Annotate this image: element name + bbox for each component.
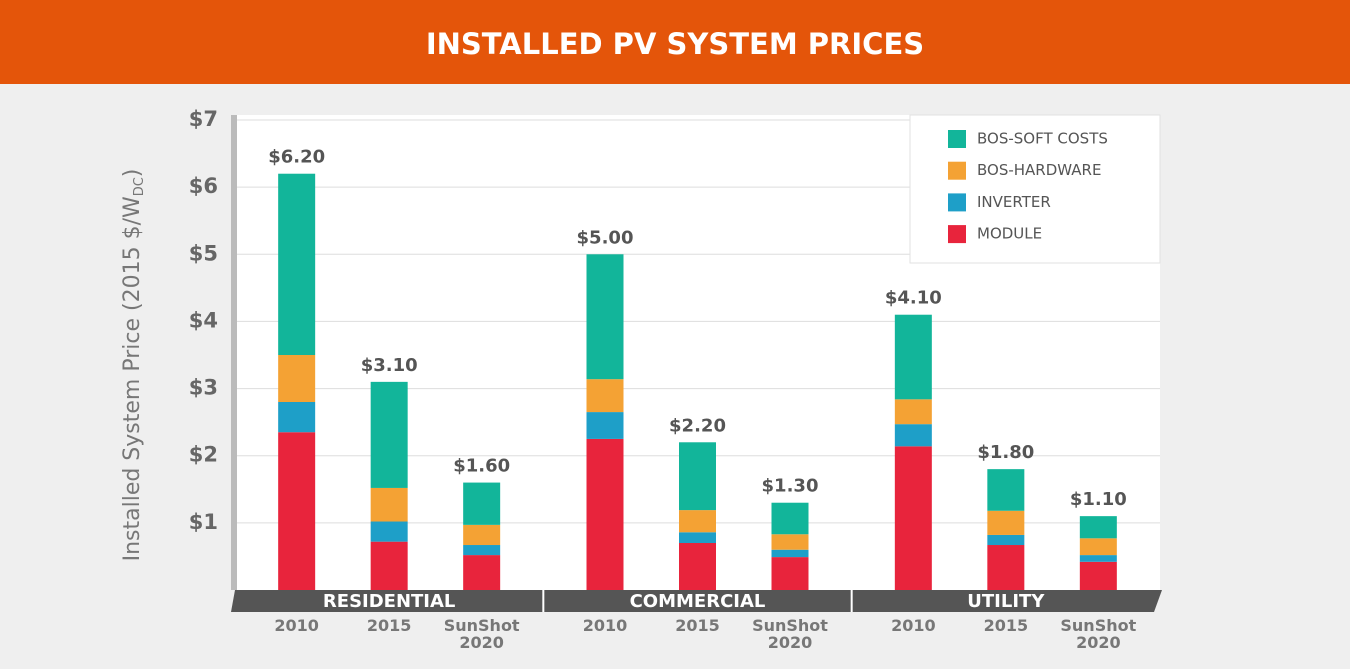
x-tick-label: 2010	[274, 616, 319, 635]
bar-segment	[1079, 561, 1117, 590]
legend-label: BOS-HARDWARE	[977, 161, 1101, 179]
bar-segment	[1079, 555, 1117, 562]
total-label: $2.20	[669, 415, 726, 436]
bar-segment	[987, 545, 1025, 590]
total-label: $6.20	[268, 147, 325, 168]
bar-segment	[987, 510, 1025, 535]
bar-segment	[679, 543, 716, 590]
bar-segment	[894, 446, 932, 590]
bar-segment	[679, 442, 716, 511]
bar-segment	[586, 412, 624, 439]
bar-segment	[771, 549, 809, 558]
group-band	[231, 590, 1162, 612]
bar-segment	[278, 432, 316, 590]
chart-title: INSTALLED PV SYSTEM PRICES	[426, 27, 924, 61]
legend-swatch	[948, 193, 966, 212]
total-label: $4.10	[885, 288, 942, 309]
x-tick-label: SunShot 2020	[443, 616, 520, 652]
bar-segment	[370, 521, 408, 542]
bar-segment	[771, 534, 809, 550]
bar-segment	[463, 545, 501, 556]
y-tick-label: $6	[189, 174, 218, 198]
bar-segment	[894, 314, 932, 400]
bar-segment	[987, 534, 1025, 546]
total-label: $1.30	[762, 476, 819, 497]
bar-segment	[586, 438, 624, 590]
legend-label: INVERTER	[977, 193, 1051, 211]
bar-segment	[1079, 538, 1117, 556]
y-tick-label: $2	[189, 443, 218, 467]
bar-segment	[370, 541, 408, 590]
bar-segment	[278, 355, 316, 402]
x-tick-label: 2010	[582, 616, 628, 635]
x-tick-label: 2015	[675, 616, 720, 635]
bar-segment	[771, 502, 809, 535]
x-tick-label: 2015	[983, 616, 1029, 635]
legend-label: MODULE	[977, 225, 1042, 243]
bar-segment	[771, 557, 809, 590]
legend-label: BOS-SOFT COSTS	[977, 130, 1108, 148]
bar-segment	[463, 482, 501, 525]
bar-segment	[987, 469, 1025, 511]
total-label: $1.60	[453, 456, 510, 477]
header-bar	[0, 0, 1350, 84]
group-label: RESIDENTIAL	[323, 591, 456, 612]
group-label: COMMERCIAL	[630, 591, 766, 612]
x-tick-label: SunShot 2020	[1060, 616, 1137, 652]
y-label-sub: DC	[132, 177, 147, 196]
x-tick-label: 2015	[366, 616, 412, 635]
x-tick-label: SunShot 2020	[752, 616, 828, 652]
total-label: $1.80	[977, 442, 1034, 463]
bar-segment	[1079, 516, 1117, 539]
bar-segment	[370, 487, 408, 522]
x-tick-label: 2010	[891, 616, 936, 635]
y-tick-label: $7	[189, 107, 218, 131]
bar-segment	[586, 254, 624, 380]
bar-segment	[679, 532, 716, 543]
bar-segment	[278, 402, 316, 433]
total-label: $3.10	[361, 355, 418, 376]
y-tick-label: $4	[189, 308, 218, 332]
legend-swatch	[948, 161, 966, 180]
legend-swatch	[948, 225, 966, 244]
y-tick-label: $5	[189, 241, 218, 265]
bar-segment	[463, 555, 501, 590]
group-label: UTILITY	[967, 591, 1045, 612]
legend-swatch	[948, 130, 966, 148]
total-label: $5.00	[577, 227, 634, 248]
bar-segment	[370, 381, 408, 488]
y-axis	[231, 115, 237, 590]
bar-segment	[278, 173, 316, 355]
bar-segment	[679, 510, 716, 533]
bar-segment	[894, 424, 932, 447]
y-tick-label: $1	[189, 510, 218, 534]
y-label-end: )	[120, 169, 145, 178]
y-tick-label: $3	[189, 376, 218, 400]
bar-segment	[586, 379, 624, 413]
y-axis-label: Installed System Price (2015 $/WDC)	[120, 169, 147, 562]
bar-segment	[894, 399, 932, 425]
total-label: $1.10	[1070, 489, 1127, 510]
y-label-main: Installed System Price (2015 $/W	[120, 196, 145, 561]
bar-segment	[463, 524, 501, 546]
